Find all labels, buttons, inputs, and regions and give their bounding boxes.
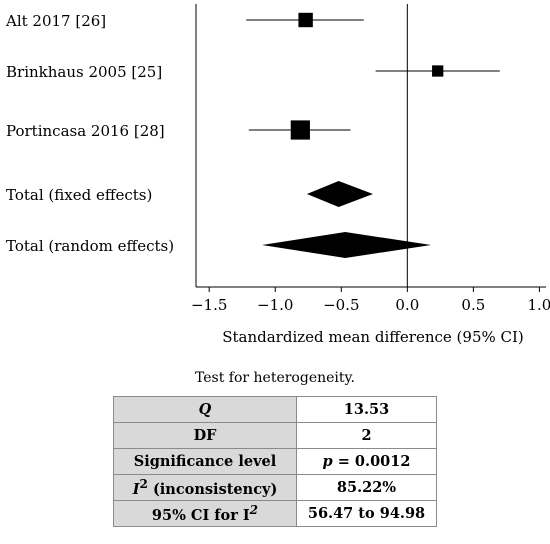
table-row: Significance level p = 0.0012 — [113, 448, 437, 475]
i2-label: I2 (inconsistency) — [113, 474, 297, 501]
forest-plot: Alt 2017 [26] Brinkhaus 2005 [25] Portinca… — [5, 4, 550, 346]
ci-i2-value: 56.47 to 94.98 — [296, 500, 437, 527]
x-tick-label: 1.0 — [527, 296, 550, 314]
point-estimate — [432, 65, 444, 77]
study-label: Brinkhaus 2005 [25] — [6, 63, 162, 81]
x-tick-label: −1.5 — [191, 296, 227, 314]
pooled-label: Total (random effects) — [6, 237, 174, 255]
q-label: Q — [113, 396, 297, 423]
ci-i2-sup: 2 — [249, 503, 259, 518]
x-tick-label: 0.5 — [461, 296, 485, 314]
table-row: Q 13.53 — [113, 396, 437, 423]
q-value: 13.53 — [296, 396, 437, 423]
study-label: Alt 2017 [26] — [5, 12, 106, 30]
table-row: DF 2 — [113, 422, 437, 449]
table-row: I2 (inconsistency) 85.22% — [113, 474, 437, 501]
i2-value: 85.22% — [296, 474, 437, 501]
point-estimate — [298, 12, 313, 28]
heterogeneity-table: Q 13.53 DF 2 Significance level p = 0.00… — [113, 396, 437, 527]
table-row: 95% CI for I2 56.47 to 94.98 — [113, 500, 437, 527]
ci-i2-text: 95% CI for I — [151, 506, 250, 524]
x-tick-label: −0.5 — [323, 296, 359, 314]
ci-i2-label: 95% CI for I2 — [113, 500, 297, 527]
df-label: DF — [113, 422, 297, 449]
heterogeneity-caption: Test for heterogeneity. — [194, 370, 356, 386]
x-tick-label: −1.0 — [257, 296, 293, 314]
i2-letter: I — [132, 480, 140, 498]
i2-rest: (inconsistency) — [147, 480, 278, 498]
significance-value: p = 0.0012 — [296, 448, 437, 475]
i2-sup: 2 — [139, 477, 148, 492]
pooled-diamond — [262, 232, 432, 258]
df-value: 2 — [296, 422, 437, 449]
x-tick-label: 0.0 — [395, 296, 419, 314]
pooled-diamond — [306, 181, 373, 207]
point-estimate — [290, 120, 310, 140]
pooled-label: Total (fixed effects) — [6, 186, 152, 204]
significance-label: Significance level — [113, 448, 297, 475]
study-label: Portincasa 2016 [28] — [6, 122, 165, 140]
x-axis-label: Standardized mean difference (95% CI) — [222, 328, 524, 346]
